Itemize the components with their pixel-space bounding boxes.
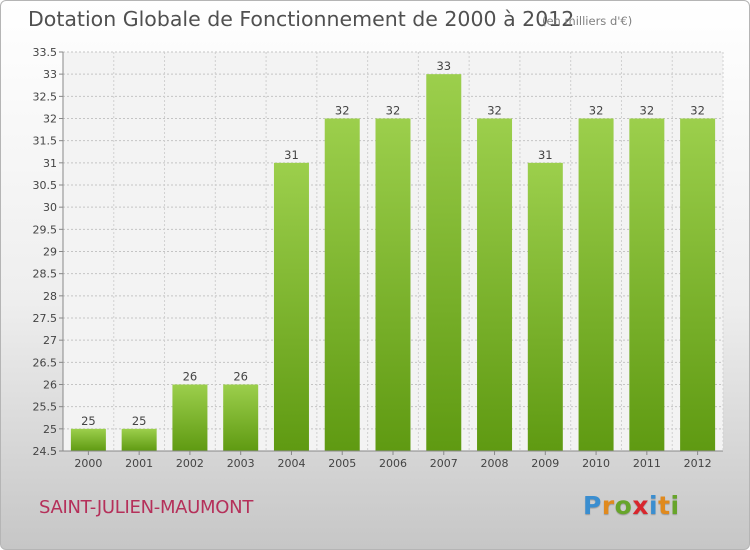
y-tick-label: 33.5 — [33, 46, 58, 59]
x-tick-label: 2000 — [74, 457, 102, 470]
y-tick-label: 33 — [43, 68, 57, 81]
y-tick-label: 31 — [43, 157, 57, 170]
logo-letter: i — [649, 491, 659, 520]
proxiti-logo: Proxiti — [583, 491, 680, 520]
bar-2011 — [629, 118, 665, 451]
y-tick-label: 27.5 — [33, 312, 58, 325]
logo-letter: o — [614, 491, 633, 520]
logo-letter: i — [670, 491, 680, 520]
data-label: 26 — [233, 370, 248, 384]
x-tick-label: 2006 — [379, 457, 407, 470]
y-tick-label: 30.5 — [33, 179, 58, 192]
chart-unit: (en milliers d'€) — [542, 14, 633, 28]
bar-2008 — [477, 118, 513, 451]
axes — [59, 51, 723, 455]
data-label: 32 — [589, 104, 604, 118]
chart-title: Dotation Globale de Fonctionnement de 20… — [28, 7, 575, 31]
x-tick-label: 2011 — [633, 457, 661, 470]
data-label: 32 — [335, 104, 350, 118]
data-label: 31 — [284, 148, 299, 162]
y-tick-label: 25 — [43, 423, 57, 436]
y-tick-label: 29.5 — [33, 223, 58, 236]
data-label: 32 — [386, 104, 401, 118]
y-tick-label: 28 — [43, 290, 57, 303]
y-tick-label: 30 — [43, 201, 57, 214]
y-tick-label: 25.5 — [33, 401, 58, 414]
data-label: 33 — [436, 59, 451, 73]
x-tick-label: 2003 — [227, 457, 255, 470]
x-tick-label: 2001 — [125, 457, 153, 470]
x-tick-label: 2012 — [684, 457, 712, 470]
y-tick-label: 28.5 — [33, 268, 58, 281]
logo-letter: r — [601, 491, 615, 520]
y-tick-label: 32 — [43, 113, 57, 126]
logo-letter: t — [658, 491, 671, 520]
bar-2000 — [70, 428, 106, 451]
bar-2009 — [527, 162, 563, 452]
bar-2010 — [578, 118, 614, 451]
data-label: 32 — [690, 104, 705, 118]
data-label: 25 — [132, 414, 147, 428]
bar-2005 — [324, 118, 360, 451]
bar-2001 — [121, 428, 157, 451]
bar-2002 — [172, 384, 208, 451]
y-tick-label: 24.5 — [33, 445, 58, 458]
bar-2006 — [375, 118, 411, 451]
x-tick-label: 2004 — [277, 457, 305, 470]
x-tick-label: 2009 — [531, 457, 559, 470]
data-label: 32 — [487, 104, 502, 118]
x-tick-label: 2007 — [430, 457, 458, 470]
labels: 24.5 25 25.5 26 26.5 27 27.5 28 28.5 29 29.5 30 30.5… — [33, 46, 712, 470]
y-tick-label: 26 — [43, 379, 57, 392]
y-tick-label: 31.5 — [33, 135, 58, 148]
y-tick-label: 29 — [43, 246, 57, 259]
commune-name: SAINT-JULIEN-MAUMONT — [39, 497, 254, 518]
data-label: 25 — [81, 414, 96, 428]
data-label: 26 — [183, 370, 198, 384]
logo-letter: x — [632, 491, 649, 520]
x-tick-label: 2002 — [176, 457, 204, 470]
bar-2007 — [426, 74, 462, 452]
bars — [70, 74, 716, 452]
bar-2003 — [223, 384, 259, 451]
bar-2012 — [680, 118, 716, 451]
y-tick-label: 27 — [43, 334, 57, 347]
y-tick-label: 26.5 — [33, 356, 58, 369]
y-tick-label: 32.5 — [33, 90, 58, 103]
bar-2004 — [273, 162, 309, 452]
data-label: 32 — [640, 104, 655, 118]
x-tick-label: 2005 — [328, 457, 356, 470]
logo-letter: P — [583, 491, 602, 520]
x-tick-label: 2008 — [481, 457, 509, 470]
data-label: 31 — [538, 148, 553, 162]
x-tick-label: 2010 — [582, 457, 610, 470]
